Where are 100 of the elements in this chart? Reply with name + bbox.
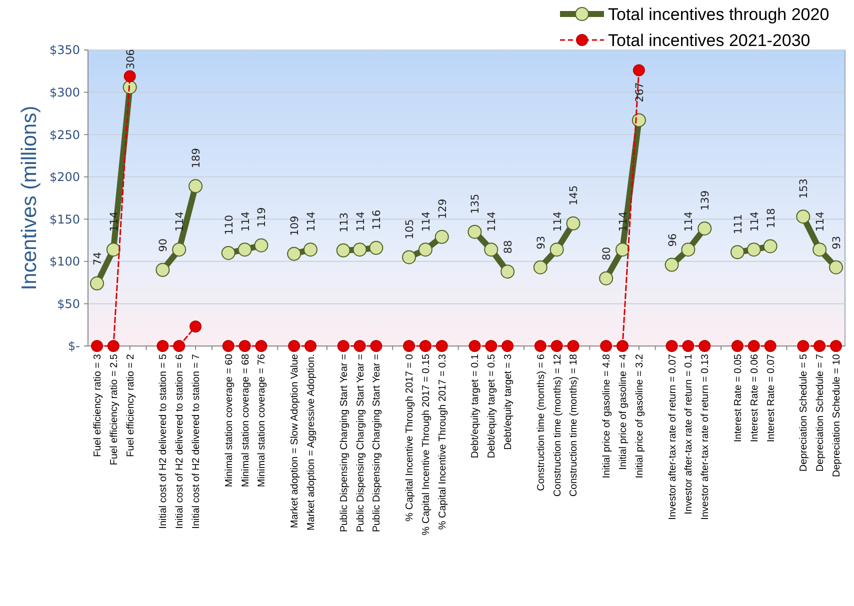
x-tick-label: Fuel efficiency ratio = 2.5 bbox=[108, 354, 120, 466]
y-axis-title: Incentives (millions) bbox=[18, 106, 41, 290]
x-tick-label: Initial cost of H2 delivered to station = 7 bbox=[191, 354, 202, 529]
point bbox=[664, 258, 679, 272]
x-tick-label: Initial cost of H2 delivered to station = 6 bbox=[174, 354, 186, 529]
data-label: 113 bbox=[338, 212, 350, 232]
x-tick-label: Fuel efficiency ratio = 3 bbox=[92, 354, 104, 457]
data-label: 105 bbox=[404, 219, 416, 240]
point bbox=[418, 242, 432, 257]
data-label: 96 bbox=[666, 233, 679, 247]
data-label: 139 bbox=[700, 190, 712, 210]
point bbox=[173, 340, 186, 352]
x-tick-label: Public Dispensing Charging Start Year = bbox=[338, 354, 350, 532]
data-label: 114 bbox=[552, 211, 564, 232]
point bbox=[600, 340, 612, 352]
x-tick-label: Initial price of gasoline = 4 bbox=[618, 354, 630, 470]
point bbox=[616, 340, 629, 352]
point bbox=[666, 340, 678, 352]
x-tick-label: Depreciation Schedule = 5 bbox=[798, 354, 810, 472]
point bbox=[468, 340, 481, 352]
point bbox=[500, 264, 515, 279]
data-label: 118 bbox=[765, 208, 778, 228]
y-tick-label: $250 bbox=[49, 128, 80, 142]
x-tick-label: Initial price of gasoline = 4.8 bbox=[602, 354, 613, 478]
x-tick-label: Fuel efficiency ratio = 2 bbox=[125, 354, 136, 457]
data-label: 110 bbox=[223, 214, 236, 235]
point bbox=[616, 242, 630, 257]
point bbox=[90, 276, 104, 290]
point bbox=[567, 340, 580, 352]
x-tick-label: Initial price of gasoline = 3.2 bbox=[634, 354, 646, 478]
point bbox=[829, 260, 843, 274]
data-label: 109 bbox=[289, 216, 302, 236]
point bbox=[107, 340, 120, 352]
x-tick-label: Interest Rate = 0.05 bbox=[732, 354, 744, 442]
point bbox=[238, 340, 251, 352]
data-label: 153 bbox=[798, 178, 810, 199]
point bbox=[797, 340, 810, 352]
data-label: 114 bbox=[305, 211, 318, 232]
point bbox=[402, 250, 416, 264]
point bbox=[485, 340, 498, 352]
point bbox=[91, 340, 103, 352]
data-label: 114 bbox=[683, 211, 696, 232]
data-label: 88 bbox=[502, 240, 515, 254]
point bbox=[337, 340, 350, 352]
x-tick-label: Minimal station coverage = 68 bbox=[240, 354, 252, 488]
x-tick-label: Minimal station coverage = 60 bbox=[224, 354, 235, 488]
point bbox=[188, 179, 203, 194]
data-label: 93 bbox=[535, 236, 548, 250]
legend-label: Total incentives through 2020 bbox=[608, 4, 830, 24]
point bbox=[336, 243, 350, 258]
point bbox=[599, 271, 614, 286]
data-label: 114 bbox=[748, 211, 761, 232]
point bbox=[502, 340, 514, 352]
y-tick-label: $300 bbox=[49, 85, 80, 100]
point bbox=[814, 340, 826, 352]
y-tick-label: $- bbox=[68, 339, 80, 354]
point bbox=[106, 242, 120, 257]
data-label: 114 bbox=[174, 211, 186, 232]
point bbox=[764, 340, 776, 352]
data-label: 135 bbox=[470, 194, 482, 214]
point bbox=[221, 246, 236, 260]
x-tick-label: Minimal station coverage = 76 bbox=[256, 354, 268, 488]
y-tick-label: $50 bbox=[57, 296, 80, 311]
point bbox=[763, 239, 778, 254]
point bbox=[812, 242, 827, 257]
x-tick-label: Debt/equity target = 0.1 bbox=[470, 354, 482, 458]
point bbox=[288, 340, 300, 352]
data-label: 74 bbox=[92, 252, 104, 266]
data-label: 114 bbox=[420, 211, 432, 232]
data-label: 114 bbox=[240, 211, 252, 232]
data-label: 114 bbox=[486, 211, 498, 232]
x-tick-label: Investor after-tax rate of return = 0.13 bbox=[700, 354, 712, 520]
point bbox=[238, 242, 252, 257]
point bbox=[550, 242, 564, 257]
point bbox=[156, 262, 170, 277]
point bbox=[434, 230, 449, 244]
data-label: 90 bbox=[158, 238, 170, 252]
point bbox=[748, 340, 760, 352]
point bbox=[566, 216, 580, 230]
y-tick-label: $100 bbox=[49, 254, 80, 269]
data-label: 80 bbox=[601, 246, 614, 260]
x-tick-label: Construction time (months) = 12 bbox=[552, 354, 564, 497]
data-label: 114 bbox=[618, 211, 630, 232]
point bbox=[698, 221, 712, 236]
point bbox=[632, 64, 645, 76]
point bbox=[287, 246, 302, 261]
legend-label: Total incentives 2021-2030 bbox=[608, 30, 810, 50]
x-tick-label: Market adoption = Slow Adoption Value bbox=[290, 354, 301, 528]
point bbox=[172, 242, 186, 257]
point bbox=[254, 238, 268, 252]
point bbox=[156, 340, 169, 352]
data-label: 116 bbox=[371, 210, 384, 230]
data-label: 267 bbox=[634, 82, 646, 102]
point bbox=[303, 242, 318, 257]
point bbox=[632, 113, 646, 128]
point bbox=[369, 240, 384, 255]
data-label: 145 bbox=[568, 185, 580, 206]
x-tick-label: Depreciation Schedule = 10 bbox=[832, 354, 842, 478]
x-tick-label: % Capital Incentive Through 2017 = 0 bbox=[404, 354, 416, 522]
x-tick-label: Interest Rate = 0.07 bbox=[766, 354, 777, 442]
